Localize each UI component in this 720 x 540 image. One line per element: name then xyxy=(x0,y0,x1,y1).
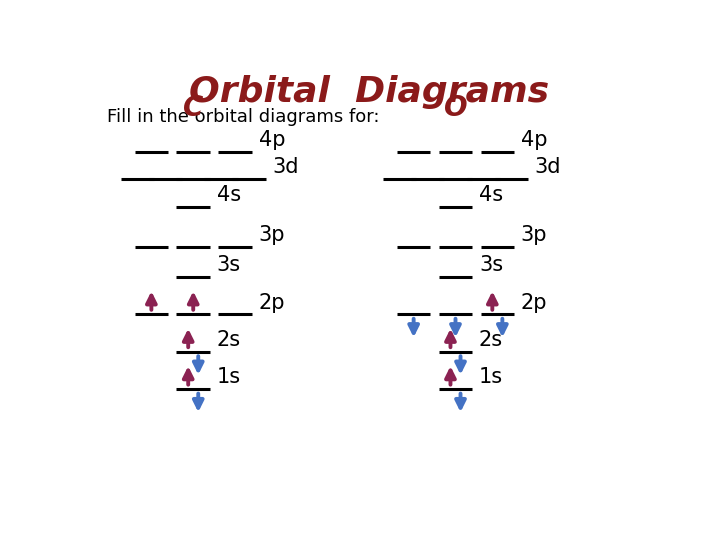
Text: 2s: 2s xyxy=(217,330,240,350)
Text: 4s: 4s xyxy=(217,185,240,205)
Text: Orbital  Diagrams: Orbital Diagrams xyxy=(189,75,549,109)
Text: 3d: 3d xyxy=(272,158,299,178)
Text: 3s: 3s xyxy=(479,255,503,275)
Text: 2p: 2p xyxy=(258,293,285,313)
Text: 3d: 3d xyxy=(535,158,561,178)
Text: C: C xyxy=(183,94,204,122)
Text: 2p: 2p xyxy=(521,293,547,313)
Text: 2s: 2s xyxy=(479,330,503,350)
Text: 4p: 4p xyxy=(258,131,285,151)
Text: 3p: 3p xyxy=(521,225,547,245)
Text: 1s: 1s xyxy=(217,367,240,388)
Text: 4p: 4p xyxy=(521,131,547,151)
Text: 4s: 4s xyxy=(479,185,503,205)
Text: 1s: 1s xyxy=(479,367,503,388)
Text: O: O xyxy=(444,94,467,122)
Text: 3p: 3p xyxy=(258,225,285,245)
Text: 3s: 3s xyxy=(217,255,240,275)
Text: Fill in the orbital diagrams for:: Fill in the orbital diagrams for: xyxy=(107,109,379,126)
